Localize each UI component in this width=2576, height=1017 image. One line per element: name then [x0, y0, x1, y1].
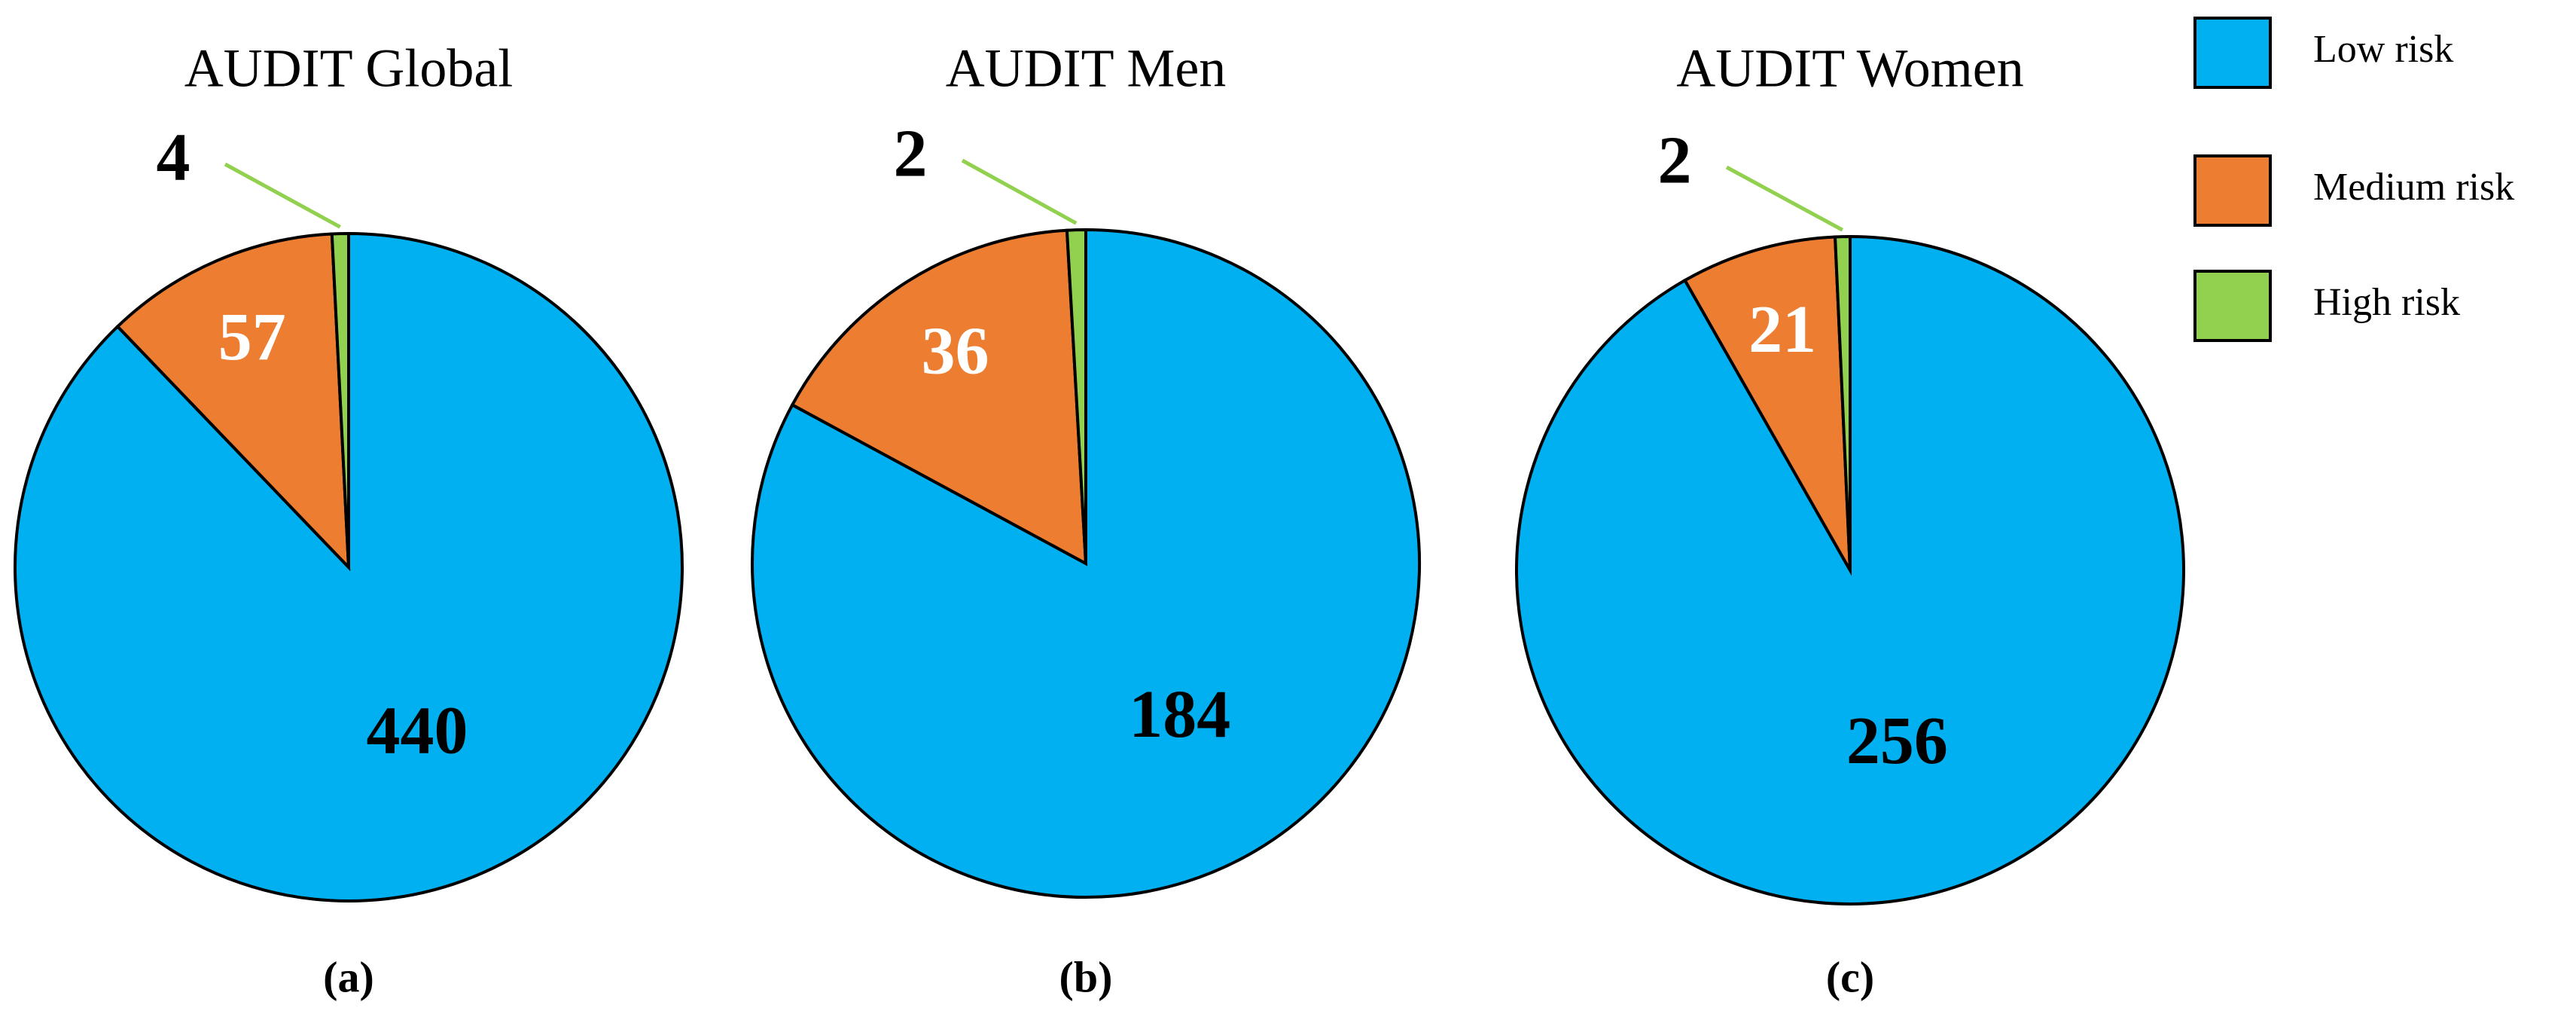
legend-swatch — [2193, 270, 2272, 342]
legend-label: Low risk — [2313, 28, 2453, 71]
pie-slice — [1682, 235, 1852, 571]
legend-swatch — [2193, 17, 2272, 89]
caption: (a) — [323, 952, 374, 1001]
value-label: 256 — [1846, 704, 1948, 778]
leader-line — [961, 158, 1078, 225]
pie-slice — [1065, 228, 1087, 564]
value-label: 57 — [218, 300, 286, 374]
value-label: 184 — [1129, 677, 1230, 752]
chart-title: AUDIT Men — [946, 38, 1227, 99]
leader-line — [224, 162, 341, 229]
value-label: 440 — [366, 694, 468, 768]
pie-slice — [1833, 234, 1852, 571]
caption: (b) — [1059, 952, 1113, 1001]
pie-slice — [330, 231, 350, 568]
legend-label: Medium risk — [2313, 166, 2514, 209]
value-label: 2 — [1658, 124, 1692, 198]
chart-title: AUDIT Global — [184, 38, 514, 99]
chart-title: AUDIT Women — [1676, 38, 2024, 99]
value-label: 4 — [157, 121, 191, 195]
leader-line — [1725, 165, 1844, 232]
legend-label: High risk — [2313, 281, 2460, 324]
caption: (c) — [1826, 952, 1874, 1001]
value-label: 2 — [894, 117, 928, 191]
pie-slice — [115, 232, 351, 572]
legend-swatch — [2193, 154, 2272, 227]
value-label: 21 — [1748, 292, 1816, 367]
pie-slice — [790, 228, 1088, 567]
value-label: 36 — [922, 314, 989, 389]
